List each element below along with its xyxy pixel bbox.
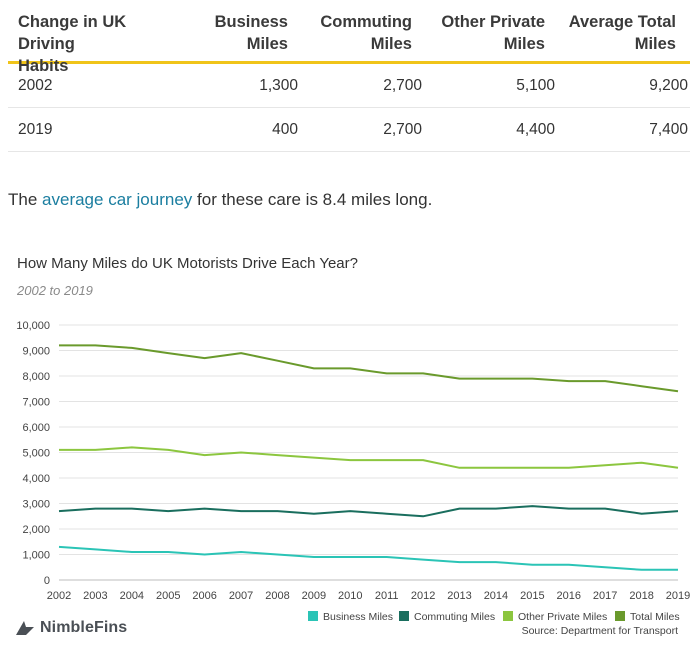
table-header: Change in UK Driving Habits Business Miles… bbox=[8, 0, 690, 75]
y-tick-label: 6,000 bbox=[22, 422, 50, 434]
table-cell: 1,300 bbox=[259, 76, 298, 94]
nimblefins-logo: NimbleFins bbox=[14, 619, 127, 637]
series-line-commuting-miles bbox=[58, 505, 679, 518]
average-car-journey-link[interactable]: average car journey bbox=[42, 190, 193, 209]
chart-title: How Many Miles do UK Motorists Drive Eac… bbox=[17, 255, 358, 272]
legend-label: Total Miles bbox=[630, 611, 680, 623]
x-tick-label: 2002 bbox=[47, 590, 71, 602]
nimblefins-fin-icon bbox=[16, 621, 34, 635]
y-tick-label: 10,000 bbox=[16, 320, 50, 332]
x-tick-label: 2012 bbox=[411, 590, 435, 602]
table-cell: 9,200 bbox=[649, 76, 688, 94]
table-cell: 5,100 bbox=[516, 76, 555, 94]
legend-swatch bbox=[615, 611, 625, 621]
table-cell: 2019 bbox=[18, 120, 53, 138]
chart-source: Source: Department for Transport bbox=[521, 625, 678, 637]
x-tick-label: 2015 bbox=[520, 590, 544, 602]
x-tick-label: 2004 bbox=[120, 590, 144, 602]
x-tick-label: 2008 bbox=[265, 590, 289, 602]
table-row: 2019 400 2,700 4,400 7,400 bbox=[8, 108, 690, 152]
journey-sentence: The average car journey for these care i… bbox=[8, 190, 432, 210]
x-tick-label: 2009 bbox=[302, 590, 326, 602]
header-other-private: Other Private Miles bbox=[441, 13, 545, 53]
legend-swatch bbox=[308, 611, 318, 621]
x-tick-label: 2017 bbox=[593, 590, 617, 602]
x-tick-label: 2018 bbox=[629, 590, 653, 602]
sentence-text-before: The bbox=[8, 190, 43, 209]
x-tick-label: 2005 bbox=[156, 590, 180, 602]
brand-name: NimbleFins bbox=[40, 619, 128, 636]
mileage-table: Change in UK Driving Habits Business Miles… bbox=[8, 0, 690, 152]
chart-subtitle: 2002 to 2019 bbox=[17, 283, 93, 298]
series-line-other-private-miles bbox=[59, 446, 679, 469]
header-habits: Change in UK Driving Habits bbox=[18, 13, 127, 75]
legend-label: Commuting Miles bbox=[414, 611, 495, 623]
header-average-total: Average Total Miles bbox=[568, 13, 676, 53]
y-tick-label: 0 bbox=[44, 575, 50, 587]
y-tick-label: 4,000 bbox=[22, 473, 50, 485]
y-tick-label: 8,000 bbox=[22, 371, 50, 383]
x-tick-label: 2003 bbox=[83, 590, 107, 602]
x-tick-label: 2007 bbox=[229, 590, 253, 602]
legend-swatch bbox=[399, 611, 409, 621]
y-tick-label: 7,000 bbox=[22, 397, 50, 409]
series-line-total-miles bbox=[59, 344, 679, 393]
table-cell: 2,700 bbox=[383, 120, 422, 138]
legend-label: Other Private Miles bbox=[518, 611, 607, 623]
x-tick-label: 2013 bbox=[447, 590, 471, 602]
y-tick-label: 3,000 bbox=[22, 499, 50, 511]
y-tick-label: 2,000 bbox=[22, 524, 50, 536]
x-tick-label: 2019 bbox=[666, 590, 690, 602]
y-tick-label: 5,000 bbox=[22, 448, 50, 460]
header-commuting: Commuting Miles bbox=[320, 13, 412, 53]
x-tick-label: 2011 bbox=[375, 590, 399, 602]
table-cell: 400 bbox=[272, 120, 298, 138]
table-cell: 4,400 bbox=[516, 120, 555, 138]
x-tick-label: 2006 bbox=[192, 590, 216, 602]
legend-swatch bbox=[503, 611, 513, 621]
x-tick-label: 2014 bbox=[484, 590, 508, 602]
table-row: 2002 1,300 2,700 5,100 9,200 bbox=[8, 64, 690, 108]
x-tick-label: 2016 bbox=[557, 590, 581, 602]
x-tick-label: 2010 bbox=[338, 590, 362, 602]
y-tick-label: 9,000 bbox=[22, 346, 50, 358]
legend-label: Business Miles bbox=[323, 611, 393, 623]
sentence-text-after: for these care is 8.4 miles long. bbox=[192, 190, 433, 209]
header-business: Business Miles bbox=[214, 13, 288, 53]
table-cell: 2,700 bbox=[383, 76, 422, 94]
y-tick-label: 1,000 bbox=[22, 550, 50, 562]
table-cell: 2002 bbox=[18, 76, 53, 94]
series-line-business-miles bbox=[58, 545, 678, 571]
table-cell: 7,400 bbox=[649, 120, 688, 138]
